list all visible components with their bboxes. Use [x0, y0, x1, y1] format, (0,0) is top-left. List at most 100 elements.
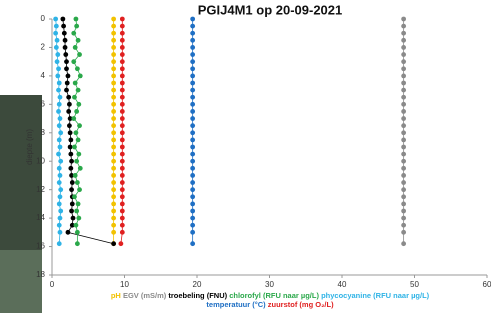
data-point: [120, 73, 125, 78]
data-point: [69, 209, 74, 214]
data-point: [57, 201, 62, 206]
data-point: [401, 223, 406, 228]
data-point: [74, 17, 79, 22]
data-point: [73, 81, 78, 86]
data-point: [401, 173, 406, 178]
data-point: [120, 66, 125, 71]
data-point: [190, 24, 195, 29]
data-point: [190, 230, 195, 235]
x-tick-label: 10: [120, 280, 129, 289]
data-point: [71, 59, 76, 64]
data-point: [401, 152, 406, 157]
data-point: [58, 230, 63, 235]
data-point: [111, 123, 116, 128]
data-point: [76, 201, 81, 206]
data-point: [68, 152, 73, 157]
data-point: [66, 109, 71, 114]
data-point: [111, 109, 116, 114]
data-point: [111, 241, 116, 246]
data-point: [190, 31, 195, 36]
data-point: [120, 52, 125, 57]
data-point: [401, 209, 406, 214]
data-point: [190, 17, 195, 22]
data-point: [111, 230, 116, 235]
data-point: [401, 73, 406, 78]
chart: PGIJ4M1 op 20-09-2021 diepte (m) pH EGV …: [0, 0, 491, 313]
data-point: [75, 66, 80, 71]
data-point: [71, 31, 76, 36]
data-point: [120, 24, 125, 29]
data-point: [55, 52, 60, 57]
data-point: [111, 137, 116, 142]
data-point: [120, 166, 125, 171]
data-point: [190, 145, 195, 150]
x-tick-label: 20: [193, 280, 202, 289]
data-point: [68, 166, 73, 171]
data-point: [111, 45, 116, 50]
data-point: [401, 145, 406, 150]
data-point: [120, 116, 125, 121]
data-point: [111, 187, 116, 192]
data-point: [190, 223, 195, 228]
data-point: [111, 31, 116, 36]
data-point: [64, 88, 69, 93]
data-point: [57, 241, 62, 246]
data-point: [66, 95, 71, 100]
data-point: [111, 66, 116, 71]
data-point: [63, 38, 68, 43]
data-point: [120, 123, 125, 128]
data-point: [72, 95, 77, 100]
data-point: [190, 216, 195, 221]
data-point: [61, 24, 66, 29]
data-point: [401, 159, 406, 164]
data-point: [401, 201, 406, 206]
data-point: [190, 81, 195, 86]
x-tick-label: 40: [338, 280, 347, 289]
data-point: [111, 209, 116, 214]
x-tick-label: 60: [483, 280, 491, 289]
data-point: [57, 137, 62, 142]
data-point: [401, 88, 406, 93]
data-point: [401, 116, 406, 121]
data-point: [120, 59, 125, 64]
data-point: [111, 116, 116, 121]
data-point: [70, 201, 75, 206]
data-point: [190, 59, 195, 64]
legend-entry: temperatuur (°C): [206, 300, 266, 309]
data-point: [111, 159, 116, 164]
data-point: [111, 88, 116, 93]
data-point: [120, 201, 125, 206]
data-point: [75, 180, 80, 185]
y-tick-label: 6: [41, 99, 46, 108]
data-point: [190, 52, 195, 57]
data-point: [57, 223, 62, 228]
data-point: [120, 209, 125, 214]
data-point: [120, 223, 125, 228]
data-point: [190, 88, 195, 93]
y-tick-label: 14: [36, 213, 45, 222]
legend-row: temperatuur (°C) zuurstof (mg O₂/L): [206, 300, 334, 309]
data-point: [120, 152, 125, 157]
data-point: [74, 109, 79, 114]
data-point: [74, 130, 79, 135]
data-point: [77, 123, 82, 128]
data-point: [57, 81, 62, 86]
legend-entry: chlorofyl (RFU naar µg/L): [229, 291, 319, 300]
data-point: [66, 73, 71, 78]
data-point: [111, 194, 116, 199]
data-point: [118, 241, 123, 246]
data-point: [58, 216, 63, 221]
map-fragment: [0, 250, 42, 313]
y-tick-label: 4: [41, 71, 46, 80]
data-point: [120, 216, 125, 221]
data-point: [70, 180, 75, 185]
data-point: [76, 88, 81, 93]
data-point: [120, 137, 125, 142]
data-point: [120, 130, 125, 135]
data-point: [111, 59, 116, 64]
data-point: [401, 194, 406, 199]
data-point: [56, 109, 61, 114]
legend-entry: phycocyanine (RFU naar µg/L): [321, 291, 430, 300]
data-point: [58, 173, 63, 178]
data-point: [73, 45, 78, 50]
